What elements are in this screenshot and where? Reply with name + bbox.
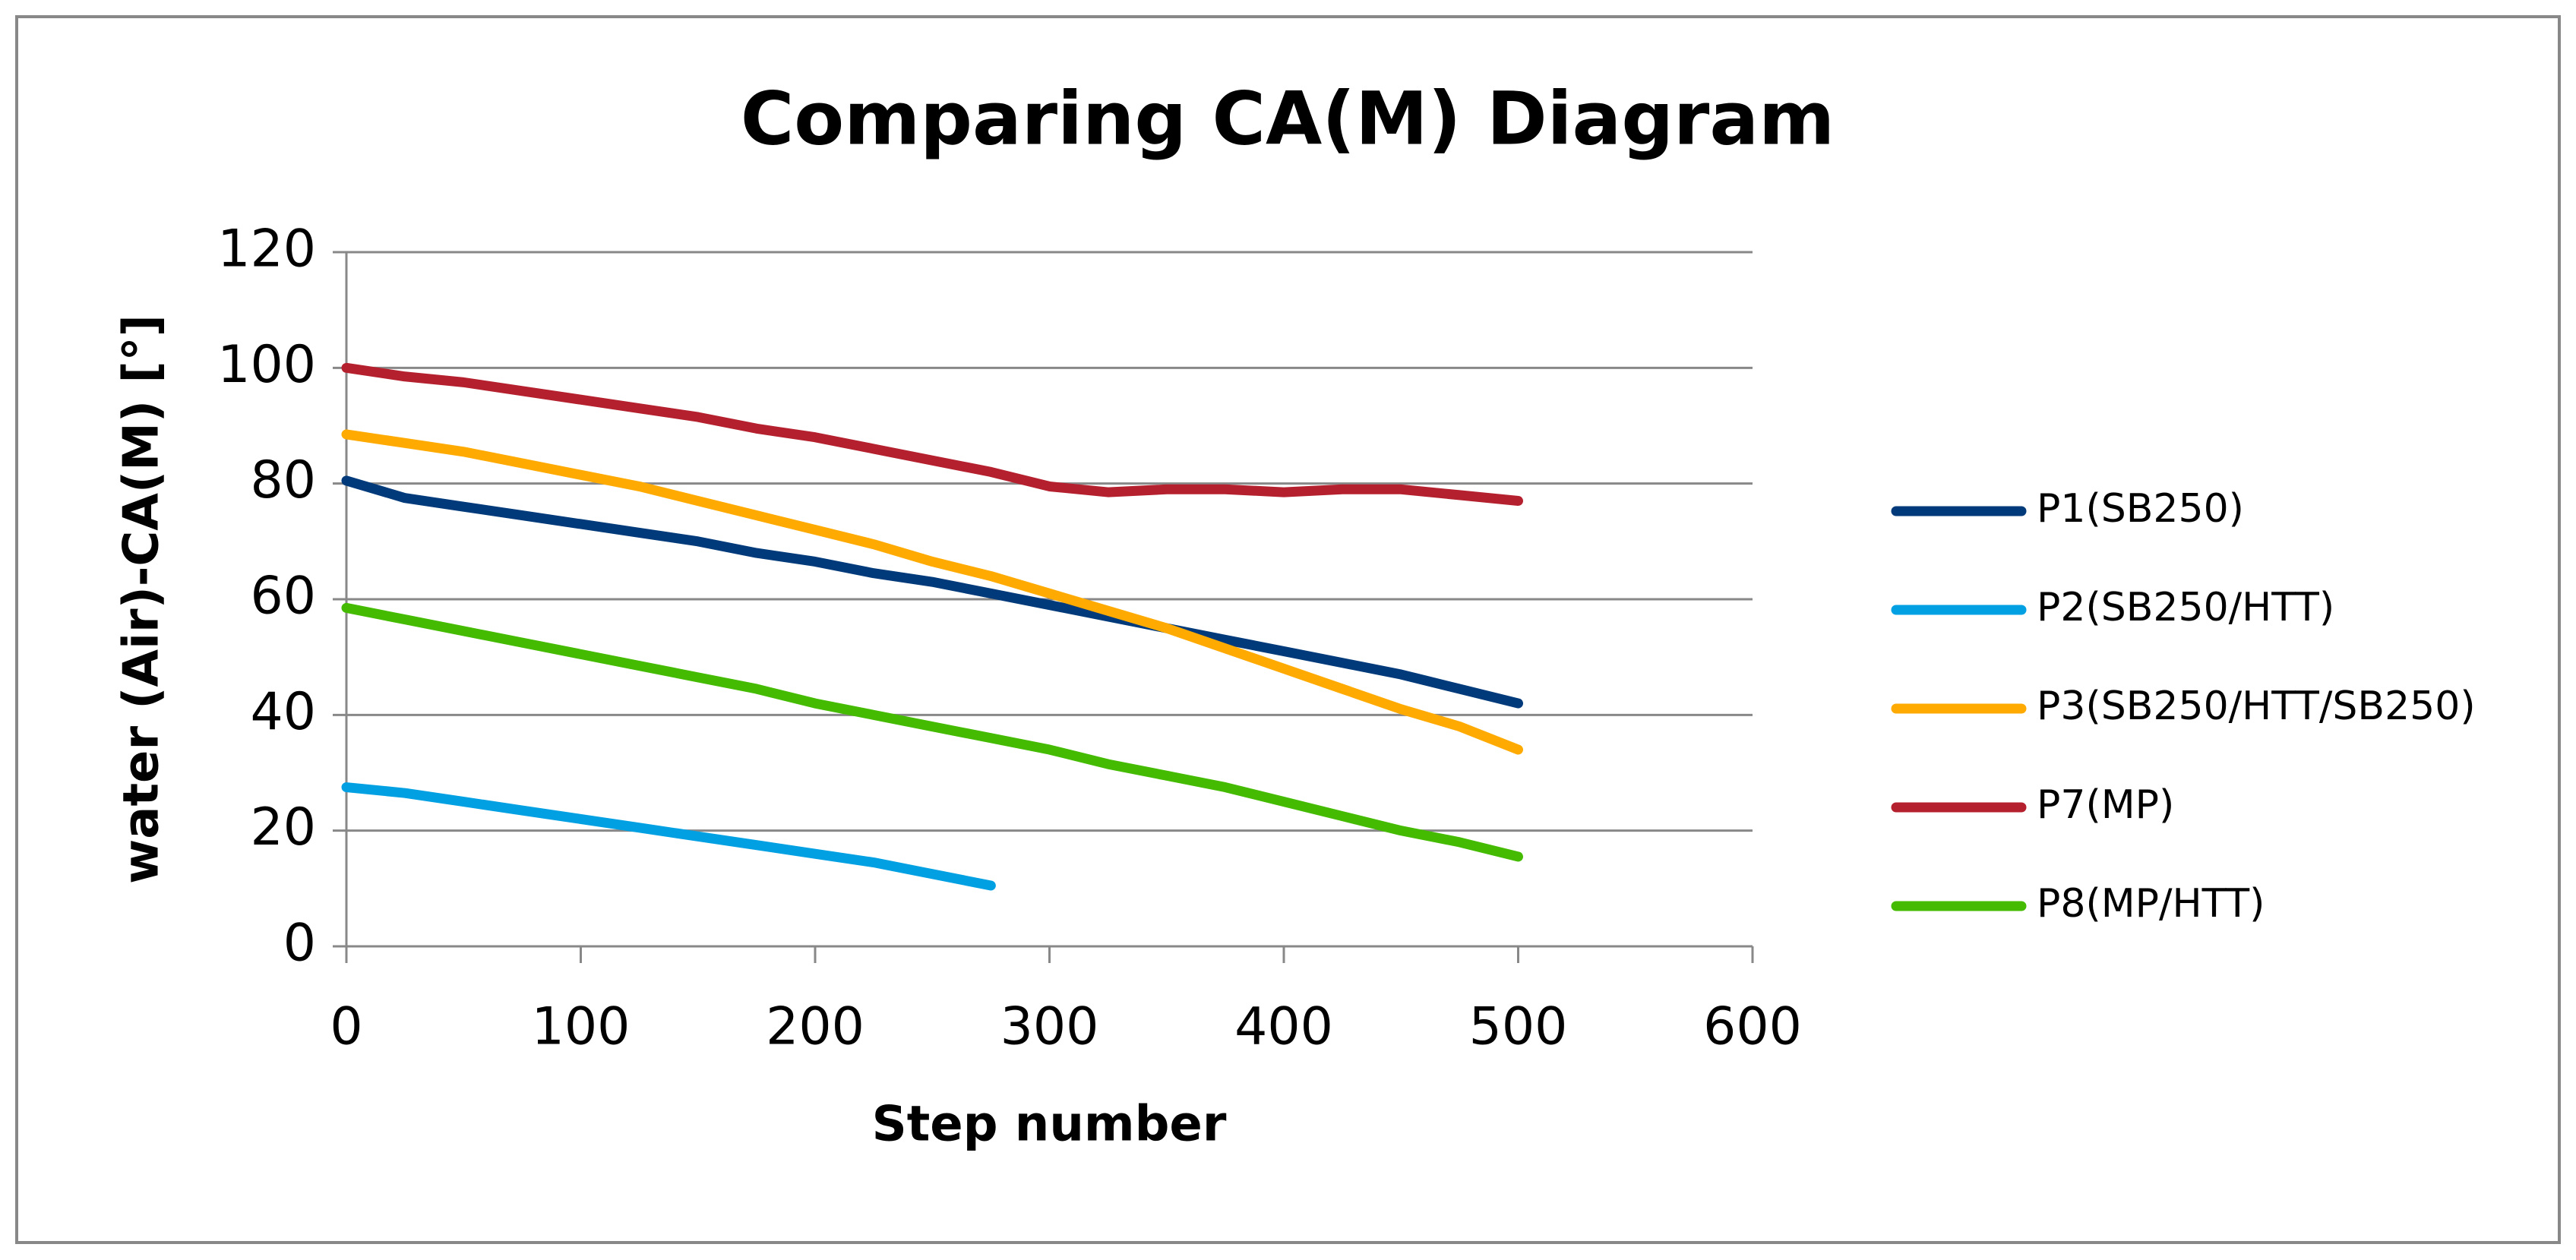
series-line bbox=[341, 475, 1523, 709]
y-tick-label: 100 bbox=[217, 335, 316, 395]
x-tick-label: 100 bbox=[532, 997, 631, 1057]
y-tick-label: 20 bbox=[250, 797, 316, 857]
legend-label: P2(SB250/HTT) bbox=[2037, 585, 2334, 630]
x-tick-label: 400 bbox=[1234, 997, 1333, 1057]
series-line bbox=[341, 782, 996, 891]
chart-title: Comparing CA(M) Diagram bbox=[741, 76, 1835, 161]
series-line bbox=[341, 362, 1523, 507]
legend-label: P8(MP/HTT) bbox=[2037, 881, 2265, 927]
y-tick-label: 80 bbox=[250, 450, 316, 510]
x-tick-label: 300 bbox=[1000, 997, 1099, 1057]
x-tick-label: 500 bbox=[1469, 997, 1568, 1057]
series-line bbox=[341, 429, 1523, 755]
x-tick-label: 200 bbox=[766, 997, 864, 1057]
x-axis-title: Step number bbox=[872, 1097, 1227, 1153]
y-tick-label: 0 bbox=[283, 914, 316, 974]
legend-label: P7(MP) bbox=[2037, 782, 2174, 828]
x-tick-label: 600 bbox=[1703, 997, 1802, 1057]
legend-label: P1(SB250) bbox=[2037, 486, 2244, 532]
y-tick-label: 60 bbox=[250, 567, 316, 627]
series-line bbox=[341, 602, 1523, 862]
legend-label: P3(SB250/HTT/SB250) bbox=[2037, 684, 2476, 729]
x-tick-label: 0 bbox=[330, 997, 362, 1057]
y-tick-label: 120 bbox=[217, 219, 316, 279]
y-tick-label: 40 bbox=[250, 682, 316, 742]
y-axis-title: water (Air)-CA(M) [°] bbox=[114, 314, 170, 884]
